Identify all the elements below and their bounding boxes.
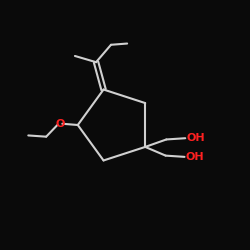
Text: OH: OH <box>186 133 205 143</box>
Text: OH: OH <box>186 152 204 162</box>
Text: O: O <box>55 119 64 129</box>
